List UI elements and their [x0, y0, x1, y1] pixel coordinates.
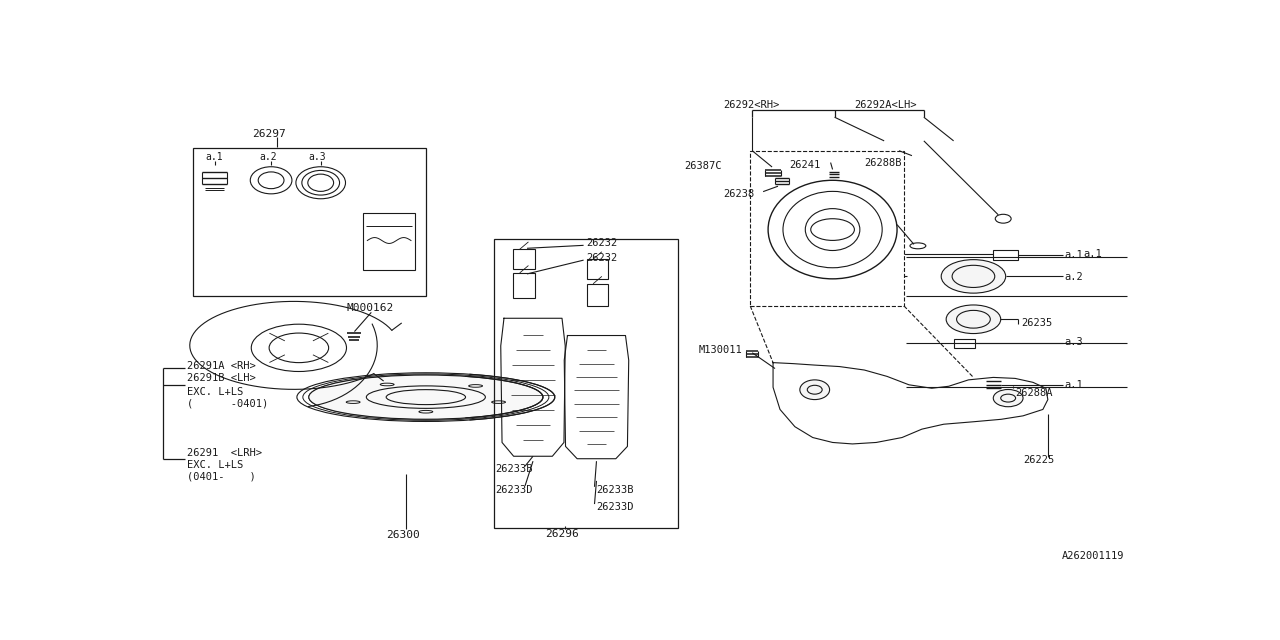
Text: EXC. L+LS: EXC. L+LS — [187, 387, 243, 397]
Text: 26300: 26300 — [387, 530, 420, 540]
Text: a.2: a.2 — [259, 152, 276, 162]
Text: 26291B <LH>: 26291B <LH> — [187, 373, 256, 383]
Text: 26233D: 26233D — [495, 484, 532, 495]
Text: EXC. L+LS: EXC. L+LS — [187, 460, 243, 470]
Ellipse shape — [800, 380, 829, 399]
Text: 26292A<LH>: 26292A<LH> — [855, 100, 916, 110]
Text: a.1: a.1 — [1065, 250, 1083, 260]
Text: M130011: M130011 — [699, 346, 742, 355]
Bar — [993, 250, 1018, 260]
Text: a.2: a.2 — [1065, 272, 1083, 282]
Bar — [193, 148, 426, 296]
Text: 26288A: 26288A — [1015, 388, 1052, 398]
Text: 26233D: 26233D — [596, 502, 634, 512]
Text: a.3: a.3 — [1065, 337, 1083, 347]
Text: a.1: a.1 — [1065, 380, 1083, 390]
Text: 26232: 26232 — [586, 238, 618, 248]
Text: 26291  <LRH>: 26291 <LRH> — [187, 448, 262, 458]
Text: 26233B: 26233B — [596, 484, 634, 495]
Text: 26292<RH>: 26292<RH> — [723, 100, 780, 110]
Text: 26291A <RH>: 26291A <RH> — [187, 361, 256, 371]
Ellipse shape — [993, 390, 1023, 407]
Text: (0401-    ): (0401- ) — [187, 472, 256, 482]
Ellipse shape — [308, 375, 543, 419]
Text: (      -0401): ( -0401) — [187, 398, 268, 408]
Text: 26241: 26241 — [788, 159, 820, 170]
Text: 26297: 26297 — [252, 129, 285, 140]
Text: M000162: M000162 — [347, 303, 394, 314]
Ellipse shape — [941, 260, 1006, 293]
Text: 26296: 26296 — [545, 529, 579, 539]
Text: 26235: 26235 — [1021, 318, 1052, 328]
Bar — [513, 273, 535, 298]
Bar — [494, 239, 678, 528]
Text: 26238: 26238 — [723, 189, 755, 199]
Bar — [750, 150, 904, 306]
Text: a.1: a.1 — [206, 152, 223, 162]
Text: A262001119: A262001119 — [1061, 551, 1124, 561]
Bar — [513, 249, 535, 269]
Text: 26232: 26232 — [586, 253, 618, 262]
Text: a.1: a.1 — [1084, 249, 1102, 259]
Text: 26387C: 26387C — [684, 161, 721, 172]
Bar — [586, 259, 608, 279]
Bar — [954, 339, 975, 348]
Bar — [586, 284, 608, 306]
Text: 26225: 26225 — [1023, 455, 1055, 465]
Text: 26288B: 26288B — [864, 158, 902, 168]
Bar — [364, 213, 415, 270]
Text: 26233B: 26233B — [495, 463, 532, 474]
Ellipse shape — [946, 305, 1001, 333]
Text: a.3: a.3 — [308, 152, 326, 162]
